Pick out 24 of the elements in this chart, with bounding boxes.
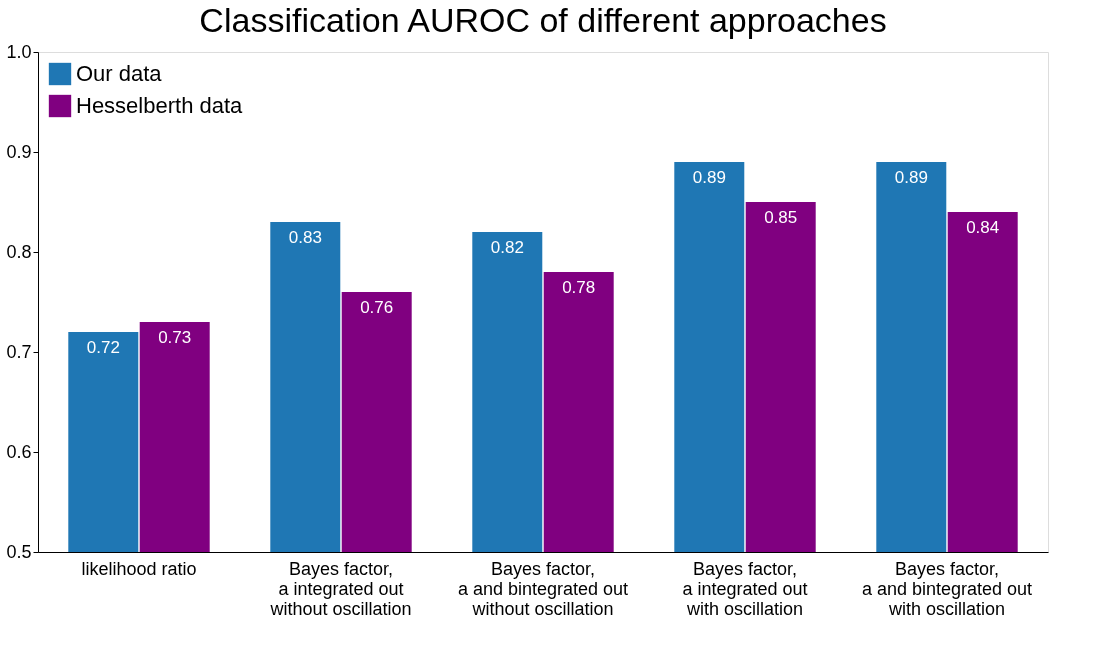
y-tick-label: 0.6 (6, 441, 32, 462)
legend-label: Hesselberth data (76, 93, 244, 118)
legend-label: Our data (76, 61, 163, 86)
data-label: 0.73 (158, 328, 192, 347)
x-tick-label: Bayes factor, a integrated out with oscillation (682, 558, 808, 619)
data-label: 0.76 (360, 298, 394, 317)
x-tick-label: Bayes factor, a integrated out without oscillation (269, 558, 412, 619)
data-label: 0.89 (692, 168, 726, 187)
data-label: 0.83 (288, 228, 322, 247)
x-tick-label: likelihood ratio (81, 558, 197, 579)
x-tick-label: Bayes factor, a and bintegrated out with oscillation (861, 558, 1033, 619)
y-tick-label: 0.5 (6, 541, 32, 562)
data-label: 0.85 (764, 208, 798, 227)
chart-title: Classification AUROC of different approaches (199, 1, 887, 39)
data-label: 0.78 (562, 278, 596, 297)
y-tick-label: 0.7 (6, 341, 32, 362)
x-tick-label: Bayes factor, a and bintegrated out without oscillation (457, 558, 629, 619)
data-label: 0.82 (490, 238, 524, 257)
y-tick-label: 1.0 (6, 41, 32, 62)
data-label: 0.72 (86, 338, 120, 357)
y-tick-label: 0.9 (6, 141, 32, 162)
y-tick-label: 0.8 (6, 241, 32, 262)
data-label: 0.89 (894, 168, 928, 187)
data-label: 0.84 (966, 218, 1000, 237)
